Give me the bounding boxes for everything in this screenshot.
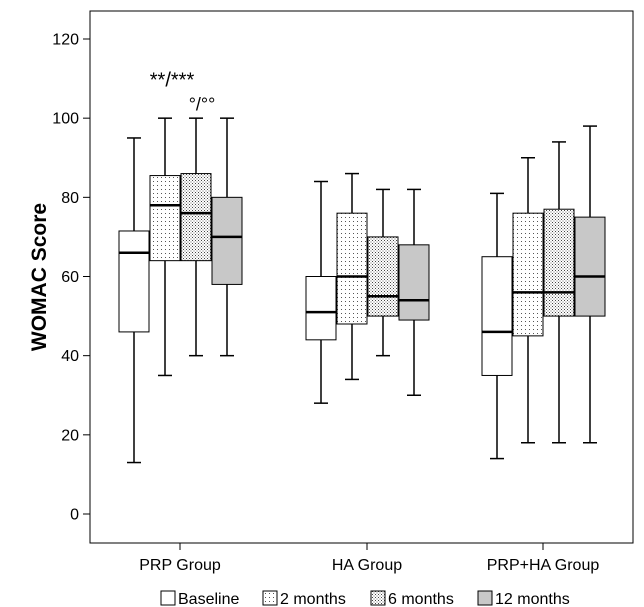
y-tick-label: 120	[52, 32, 79, 49]
legend-label: Baseline	[178, 591, 239, 607]
box-iqr	[543, 208, 575, 317]
box-iqr	[398, 244, 430, 321]
box-2-months	[336, 172, 368, 381]
box-baseline	[118, 137, 150, 464]
category-label: PRP+HA Group	[487, 557, 600, 574]
legend-item: 12 months	[477, 590, 570, 607]
box-2-months	[512, 157, 544, 444]
box-12-months	[211, 117, 243, 357]
category-label: HA Group	[332, 557, 402, 574]
legend-label: 2 months	[280, 591, 346, 607]
box-baseline	[481, 192, 513, 460]
box-6-months	[367, 188, 399, 357]
y-axis: 0 20 40 60 80 100 120	[52, 32, 90, 524]
box-6-months	[543, 141, 575, 444]
category-label: PRP Group	[139, 557, 221, 574]
box-iqr	[336, 212, 368, 325]
box-iqr	[305, 276, 337, 341]
box-iqr	[574, 216, 606, 317]
box-baseline	[305, 180, 337, 404]
significance-annotations: **/***°/°°	[150, 70, 216, 115]
legend-swatch	[262, 590, 278, 606]
y-tick-label: 60	[61, 269, 79, 286]
y-tick-label: 40	[61, 348, 79, 365]
y-tick-label: 80	[61, 190, 79, 207]
legend-item: 6 months	[370, 590, 454, 607]
legend-label: 6 months	[388, 591, 454, 607]
category-labels: PRP Group HA Group PRP+HA Group	[139, 543, 599, 574]
legend-swatch	[370, 590, 386, 606]
significance-annotation: **/***	[150, 70, 195, 92]
legend-item: Baseline	[160, 590, 239, 607]
box-2-months	[149, 117, 181, 377]
y-tick-label: 20	[61, 427, 79, 444]
legend-item: 2 months	[262, 590, 346, 607]
legend-label: 12 months	[495, 591, 570, 607]
legend-swatch	[160, 590, 176, 606]
box-iqr	[367, 236, 399, 317]
significance-annotation: °/°°	[189, 94, 216, 114]
box-iqr	[512, 212, 544, 337]
box-iqr	[481, 256, 513, 376]
box-12-months	[574, 125, 606, 444]
box-iqr	[211, 196, 243, 285]
box-iqr	[149, 175, 181, 262]
box-iqr	[118, 230, 150, 333]
y-axis-label: WOMAC Score	[28, 203, 51, 351]
y-tick-label: 100	[52, 111, 79, 128]
legend: Baseline 2 months 6 months 12 months	[160, 590, 570, 607]
box-6-months	[180, 117, 212, 357]
legend-swatch	[477, 590, 493, 606]
y-tick-label: 0	[70, 507, 79, 524]
box-iqr	[180, 173, 212, 262]
box-plot-series	[118, 117, 606, 464]
box-12-months	[398, 188, 430, 396]
